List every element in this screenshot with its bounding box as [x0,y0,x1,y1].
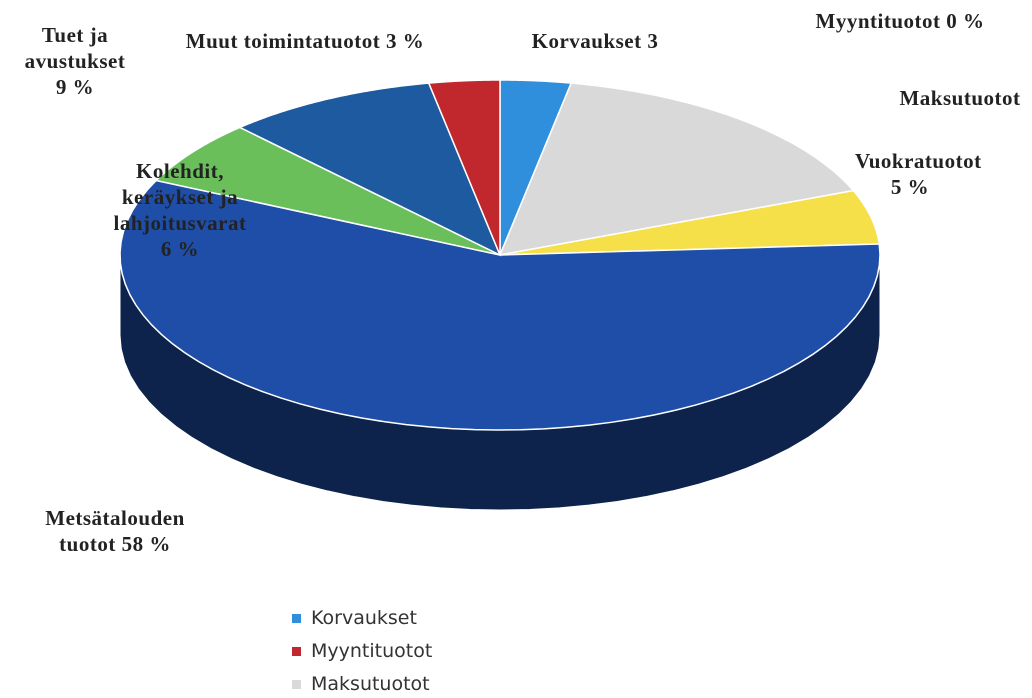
data-label: Myyntituotot 0 % [790,8,1010,34]
category-name: Maksutuotot [899,86,1021,110]
data-label: Maksutuotot [880,85,1032,111]
legend-entry: Myyntituotot [292,640,432,662]
legend-label: Myyntituotot [311,640,433,662]
legend-swatch [292,613,301,623]
value-label: 3 % [385,29,425,53]
slice [499,189,881,256]
value-label: 58 % [121,532,171,556]
data-label: Metsätalouden tuotot 58 % [20,505,210,557]
category-name: Korvaukset [531,29,642,53]
legend-entry: Maksutuotot [292,673,430,695]
data-label: Korvaukset 3 [495,28,695,54]
data-label: Kolehdit, keräykset ja lahjoitusvarat 6 … [110,158,250,262]
value-label: 0 % [946,9,985,33]
category-name: Vuokratuotot [855,149,982,173]
data-label: Vuokratuotot 5 % [855,148,981,200]
value-label: 3 [647,29,659,53]
slice [498,82,855,256]
value-label: 5 % [890,175,930,199]
legend-label: Korvaukset [311,607,417,629]
category-name: Muut toimintatuotot [185,29,381,53]
category-name: Metsätalouden tuotot [45,506,185,556]
slice [238,82,502,257]
legend-label: Maksutuotot [311,673,430,695]
category-name: Kolehdit, keräykset ja lahjoitusvarat [113,159,247,235]
category-name: Myyntituotot [815,9,941,33]
data-label: Muut toimintatuotot 3 % [155,28,455,54]
category-name: Tuet ja avustukset [24,23,126,73]
legend-swatch [292,679,301,689]
slice [154,126,501,256]
legend-entry: Korvaukset [292,607,417,629]
value-label: 6 % [160,237,200,261]
data-label: Tuet ja avustukset 9 % [20,22,130,100]
legend-swatch [292,646,301,656]
slice [427,79,501,256]
value-label: 9 % [55,75,95,99]
slice [119,179,881,431]
